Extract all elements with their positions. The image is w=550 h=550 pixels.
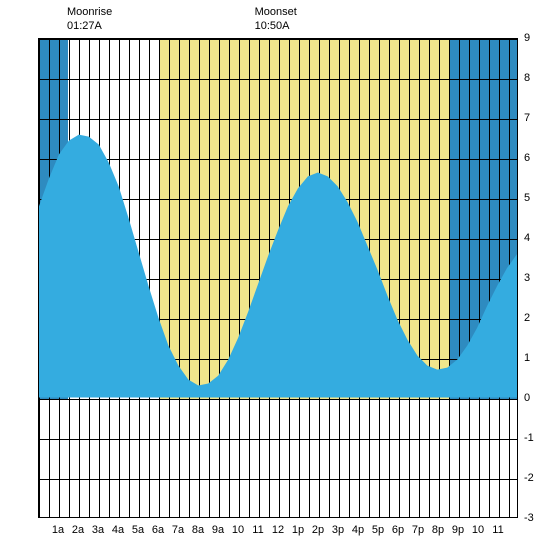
y-tick-label: 3: [524, 272, 530, 284]
y-tick-label: -3: [524, 512, 534, 524]
moonset-time: 10:50A: [255, 20, 297, 34]
x-tick-label: 6a: [152, 524, 164, 536]
x-tick-label: 9a: [212, 524, 224, 536]
x-tick-label: 10: [232, 524, 244, 536]
x-tick-label: 4p: [352, 524, 364, 536]
moonrise-annotation: Moonrise 01:27A: [67, 6, 112, 34]
chart-container: Moonrise 01:27A Moonset 10:50A -3-2-1012…: [0, 0, 550, 550]
x-tick-label: 9p: [452, 524, 464, 536]
tide-area-svg: [39, 39, 517, 517]
y-tick-label: 5: [524, 192, 530, 204]
x-tick-label: 5a: [132, 524, 144, 536]
moonset-annotation: Moonset 10:50A: [255, 6, 297, 34]
x-tick-label: 8a: [192, 524, 204, 536]
tide-chart: [38, 38, 518, 518]
x-tick-label: 10: [472, 524, 484, 536]
x-tick-label: 3a: [92, 524, 104, 536]
y-tick-label: 6: [524, 152, 530, 164]
tide-fill: [39, 135, 517, 398]
moonrise-time: 01:27A: [67, 20, 112, 34]
x-tick-label: 1p: [292, 524, 304, 536]
moonrise-title: Moonrise: [67, 6, 112, 20]
y-tick-label: 0: [524, 392, 530, 404]
x-tick-label: 11: [492, 524, 503, 536]
x-tick-label: 2p: [312, 524, 324, 536]
y-tick-label: -1: [524, 432, 534, 444]
y-tick-label: 1: [524, 352, 530, 364]
x-tick-label: 2a: [72, 524, 84, 536]
x-tick-label: 3p: [332, 524, 344, 536]
y-tick-label: 7: [524, 112, 530, 124]
y-tick-label: -2: [524, 472, 534, 484]
y-tick-label: 8: [524, 72, 530, 84]
x-tick-label: 4a: [112, 524, 124, 536]
x-tick-label: 8p: [432, 524, 444, 536]
x-tick-label: 12: [272, 524, 284, 536]
x-tick-label: 6p: [392, 524, 404, 536]
y-tick-label: 9: [524, 32, 530, 44]
x-tick-label: 7a: [172, 524, 184, 536]
y-tick-label: 4: [524, 232, 530, 244]
y-tick-label: 2: [524, 312, 530, 324]
moonset-title: Moonset: [255, 6, 297, 20]
x-tick-label: 11: [252, 524, 263, 536]
x-tick-label: 5p: [372, 524, 384, 536]
x-tick-label: 7p: [412, 524, 424, 536]
x-tick-label: 1a: [52, 524, 64, 536]
